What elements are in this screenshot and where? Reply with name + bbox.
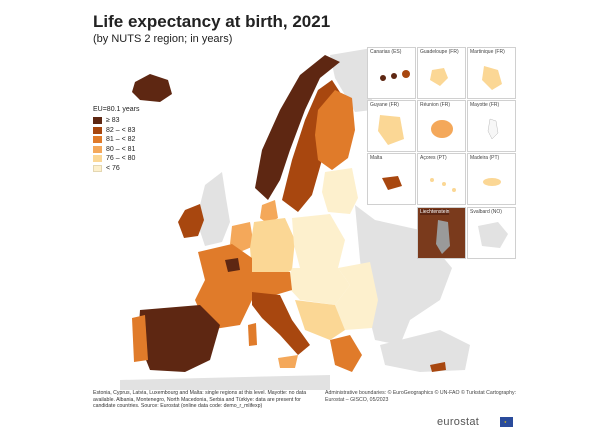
inset-label: Liechtenstein <box>420 209 450 215</box>
inset-label: Guadeloupe (FR) <box>420 49 459 55</box>
legend-swatch <box>93 155 102 163</box>
legend-label: < 76 <box>106 164 120 172</box>
legend-label: 76 – < 80 <box>106 155 136 163</box>
legend-swatch <box>93 145 102 153</box>
inset-maps: Canarias (ES) Guadeloupe (FR) Martinique… <box>367 47 516 259</box>
legend: EU=80.1 years ≥ 83 82 – < 83 81 – < 82 8… <box>93 106 140 173</box>
inset-guadeloupe: Guadeloupe (FR) <box>417 47 466 99</box>
sardinia-region <box>248 323 257 346</box>
legend-swatch <box>93 126 102 134</box>
footnote: Estonia, Cyprus, Latvia, Luxembourg and … <box>93 390 307 410</box>
inset-canarias: Canarias (ES) <box>367 47 416 99</box>
inset-reunion: Réunion (FR) <box>417 100 466 152</box>
portugal-region <box>132 315 148 362</box>
legend-item: 82 – < 83 <box>93 126 140 136</box>
iberia-region <box>138 305 220 372</box>
inset-svalbard: Svalbard (NO) <box>467 207 516 259</box>
map-title: Life expectancy at birth, 2021 <box>93 12 331 31</box>
inset-label: Martinique (FR) <box>470 49 505 55</box>
italy-region <box>252 292 310 355</box>
legend-item: < 76 <box>93 164 140 174</box>
eu-flag-icon: ★ <box>500 417 513 427</box>
inset-label: Malta <box>370 155 383 161</box>
legend-item: 76 – < 80 <box>93 154 140 164</box>
benelux-region <box>230 222 254 252</box>
legend-label: ≥ 83 <box>106 117 120 125</box>
finland-region <box>315 90 355 170</box>
inset-label: Guyane (FR) <box>370 102 399 108</box>
greece-region <box>330 335 362 372</box>
balkans-region <box>295 300 345 340</box>
inset-martinique: Martinique (FR) <box>467 47 516 99</box>
uk-land <box>198 172 230 246</box>
iceland-region <box>132 74 172 102</box>
ireland-region <box>178 204 204 238</box>
legend-title: EU=80.1 years <box>93 106 140 113</box>
romania-bulgaria-region <box>335 262 378 330</box>
inset-svalbard-shape <box>478 222 508 248</box>
inset-canarias-shape <box>380 70 410 81</box>
inset-acores-shape <box>430 178 456 192</box>
france-paris-region <box>225 258 240 272</box>
legend-item: ≥ 83 <box>93 116 140 126</box>
inset-label: Svalbard (NO) <box>470 209 502 215</box>
legend-label: 82 – < 83 <box>106 126 136 134</box>
inset-label: Madeira (PT) <box>470 155 500 161</box>
inset-liechtenstein-shape <box>436 220 450 254</box>
alpine-region <box>248 272 292 296</box>
eurostat-logo: eurostat <box>437 416 480 428</box>
inset-liechtenstein: Liechtenstein <box>417 207 466 259</box>
norway-region <box>255 55 340 200</box>
map-subtitle: (by NUTS 2 region; in years) <box>93 33 233 45</box>
inset-label: Réunion (FR) <box>420 102 451 108</box>
inset-guadeloupe-shape <box>430 68 448 86</box>
inset-guyane-shape <box>378 115 404 145</box>
sicily-region <box>278 355 298 368</box>
inset-acores: Açores (PT) <box>417 153 466 205</box>
non-eu-land <box>330 48 372 112</box>
north-africa-land <box>120 375 330 390</box>
inset-mayotte-shape <box>487 118 499 140</box>
credits: Administrative boundaries: © EuroGeograp… <box>325 390 517 403</box>
turkey-land <box>380 330 470 372</box>
inset-mayotte: Mayotte (FR) <box>467 100 516 152</box>
legend-label: 81 – < 82 <box>106 136 136 144</box>
inset-label: Mayotte (FR) <box>470 102 500 108</box>
inset-malta-shape <box>382 176 402 190</box>
inset-guyane: Guyane (FR) <box>367 100 416 152</box>
central-east-region <box>286 268 350 305</box>
legend-swatch <box>93 164 102 172</box>
poland-region <box>292 214 345 268</box>
legend-label: 80 – < 81 <box>106 145 136 153</box>
legend-item: 81 – < 82 <box>93 135 140 145</box>
legend-swatch <box>93 136 102 144</box>
cyprus-region <box>430 362 446 372</box>
inset-martinique-shape <box>482 66 502 90</box>
legend-item: 80 – < 81 <box>93 145 140 155</box>
germany-region <box>250 218 295 282</box>
legend-swatch <box>93 117 102 125</box>
denmark-region <box>260 200 278 224</box>
inset-reunion-shape <box>431 120 453 138</box>
inset-label: Açores (PT) <box>420 155 447 161</box>
inset-label: Canarias (ES) <box>370 49 402 55</box>
inset-malta: Malta <box>367 153 416 205</box>
inset-madeira-shape <box>483 178 501 186</box>
inset-madeira: Madeira (PT) <box>467 153 516 205</box>
baltics-region <box>322 168 358 214</box>
